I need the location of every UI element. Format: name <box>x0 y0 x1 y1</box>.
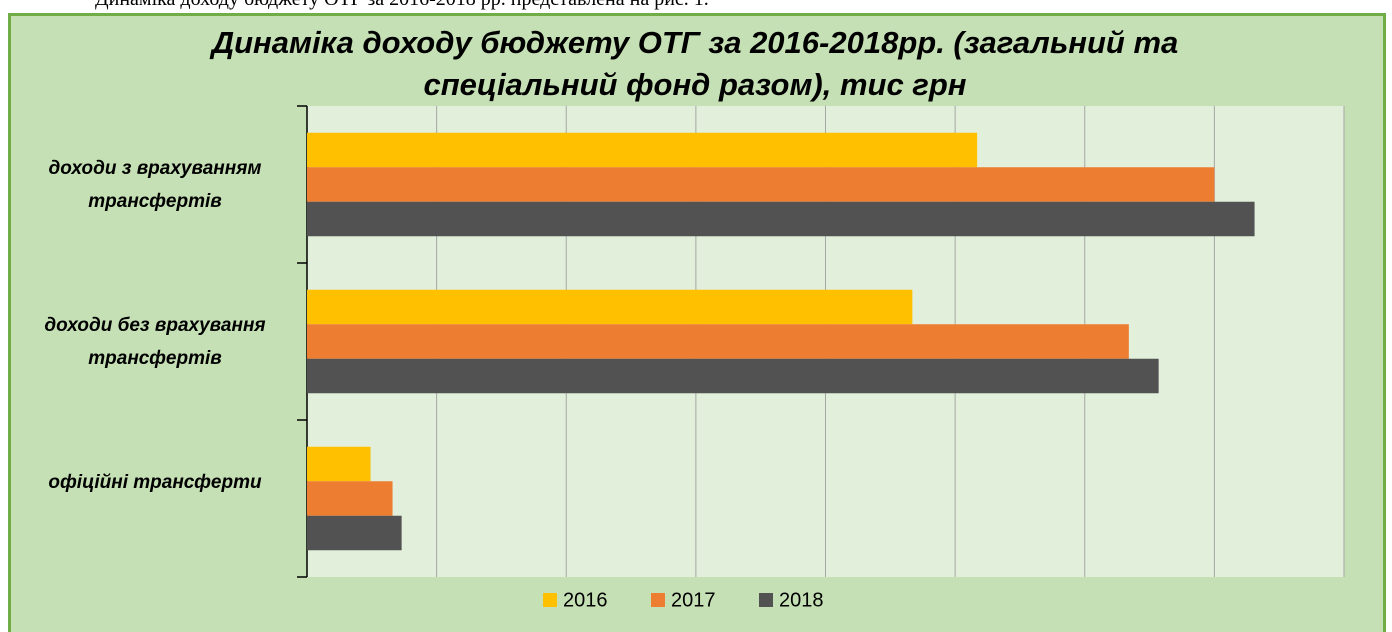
bar <box>307 167 1215 202</box>
y-tick-label: доходи без врахування трансфертів <box>44 314 266 369</box>
legend-label: 2017 <box>671 589 716 611</box>
legend-swatch <box>543 593 557 607</box>
chart-title: Динаміка доходу бюджету ОТГ за 2016-2018… <box>211 25 1179 102</box>
bar <box>307 481 393 516</box>
bar <box>307 289 913 325</box>
caption-above: Динаміка доходу бюджету ОТГ за 2016-2018… <box>95 0 709 11</box>
legend-swatch <box>759 593 773 607</box>
bar <box>307 132 978 168</box>
bar <box>307 324 1129 359</box>
bar <box>307 358 1159 394</box>
bar <box>307 446 371 482</box>
legend-label: 2016 <box>563 589 608 611</box>
bar <box>307 201 1255 237</box>
legend-swatch <box>651 593 665 607</box>
legend-label: 2018 <box>779 589 824 611</box>
bar <box>307 515 402 551</box>
y-tick-label: доходи з врахуванням трансфертів <box>48 157 262 212</box>
y-tick-label: офіційні трансферти <box>48 471 262 493</box>
